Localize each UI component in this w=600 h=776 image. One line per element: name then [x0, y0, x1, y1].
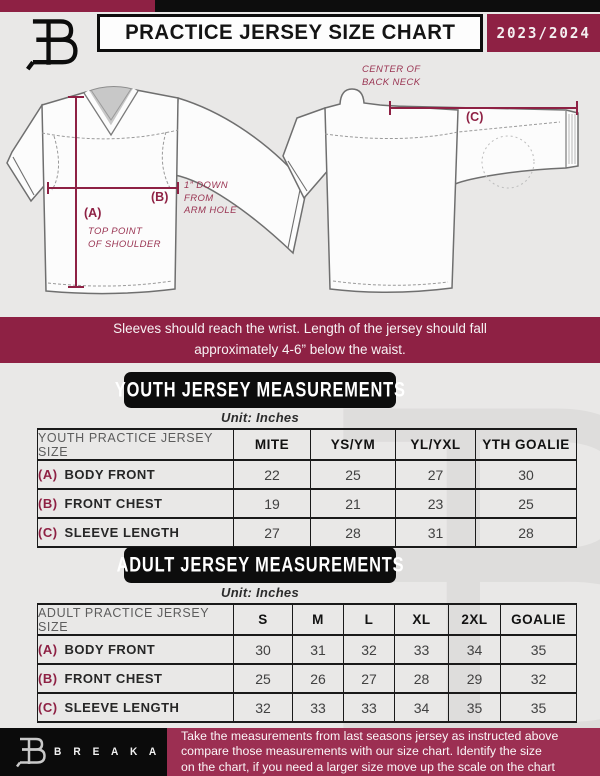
cell-value: 23 — [395, 488, 476, 519]
col-m: M — [292, 603, 344, 636]
table-row: (A) BODY FRONT 30 31 32 33 34 35 — [37, 634, 577, 665]
cell-value: 33 — [292, 692, 344, 723]
adult-table-header-row: ADULT PRACTICE JERSEY SIZE S M L XL 2XL … — [37, 603, 577, 636]
cell-value: 35 — [448, 692, 501, 723]
col-mite: MITE — [233, 428, 311, 461]
cell-value: 27 — [233, 517, 311, 548]
top-strip-accent — [0, 0, 155, 12]
cell-value: 22 — [233, 459, 311, 490]
cell-value: 21 — [310, 488, 396, 519]
measure-b-label: (B) — [151, 190, 169, 204]
adult-section-title: ADULT JERSEY MEASUREMENTS — [116, 547, 403, 583]
col-2xl: 2XL — [448, 603, 501, 636]
table-row: (A) BODY FRONT 22 25 27 30 — [37, 459, 577, 490]
cell-value: 25 — [310, 459, 396, 490]
cell-value: 35 — [500, 692, 577, 723]
row-label: FRONT CHEST — [64, 496, 163, 511]
shoulder-point-note: TOP POINT OF SHOULDER — [88, 226, 161, 250]
cell-value: 31 — [395, 517, 476, 548]
cell-value: 32 — [343, 634, 395, 665]
youth-section-title: YOUTH JERSEY MEASUREMENTS — [115, 372, 405, 408]
col-goalie: GOALIE — [500, 603, 577, 636]
back-jersey-diagram — [282, 88, 579, 293]
youth-size-table: YOUTH PRACTICE JERSEY SIZE MITE YS/YM YL… — [37, 428, 577, 548]
table-row: (B) FRONT CHEST 19 21 23 25 — [37, 488, 577, 519]
cell-value: 32 — [500, 663, 577, 694]
row-label: SLEEVE LENGTH — [64, 525, 180, 540]
adult-table-title: ADULT PRACTICE JERSEY SIZE — [37, 603, 234, 636]
col-l: L — [343, 603, 395, 636]
cell-value: 26 — [292, 663, 344, 694]
row-key: (C) — [38, 525, 58, 540]
cell-value: 19 — [233, 488, 311, 519]
col-s: S — [233, 603, 293, 636]
cell-value: 25 — [233, 663, 293, 694]
notice-banner: Sleeves should reach the wrist. Length o… — [0, 317, 600, 363]
youth-table-title: YOUTH PRACTICE JERSEY SIZE — [37, 428, 234, 461]
season-label: 2023/2024 — [496, 24, 591, 42]
page-title-box: PRACTICE JERSEY SIZE CHART — [97, 14, 483, 52]
cell-value: 25 — [475, 488, 577, 519]
measure-c-label: (C) — [466, 110, 484, 124]
season-badge: 2023/2024 — [487, 14, 600, 52]
jersey-diagrams — [6, 86, 579, 295]
footer-instructions: Take the measurements from last seasons … — [167, 728, 600, 776]
row-label: SLEEVE LENGTH — [64, 700, 180, 715]
col-ysym: YS/YM — [310, 428, 396, 461]
cell-value: 29 — [448, 663, 501, 694]
row-key: (B) — [38, 671, 58, 686]
measurement-lines — [47, 96, 578, 288]
cell-value: 31 — [292, 634, 344, 665]
table-row: (C) SLEEVE LENGTH 32 33 33 34 35 35 — [37, 692, 577, 723]
cell-value: 34 — [448, 634, 501, 665]
row-label: BODY FRONT — [64, 467, 156, 482]
col-ylyxl: YL/YXL — [395, 428, 476, 461]
page-title: PRACTICE JERSEY SIZE CHART — [124, 21, 456, 44]
footer-brand-block: B R E A K A W A Y — [0, 728, 215, 776]
row-label: FRONT CHEST — [64, 671, 163, 686]
row-key: (A) — [38, 467, 58, 482]
arm-hole-note: 1” DOWN FROM ARM HOLE — [184, 180, 237, 217]
table-row: (C) SLEEVE LENGTH 27 28 31 28 — [37, 517, 577, 548]
cell-value: 28 — [394, 663, 449, 694]
cell-value: 35 — [500, 634, 577, 665]
adult-title-text: ADULT JERSEY MEASUREMENTS — [116, 552, 404, 577]
adult-size-table: ADULT PRACTICE JERSEY SIZE S M L XL 2XL … — [37, 603, 577, 723]
measure-a-label: (A) — [84, 206, 102, 220]
cell-value: 32 — [233, 692, 293, 723]
cell-value: 28 — [475, 517, 577, 548]
cell-value: 27 — [343, 663, 395, 694]
youth-unit-label: Unit: Inches — [221, 410, 299, 425]
cell-value: 33 — [343, 692, 395, 723]
youth-table-header-row: YOUTH PRACTICE JERSEY SIZE MITE YS/YM YL… — [37, 428, 577, 461]
row-key: (A) — [38, 642, 58, 657]
col-xl: XL — [394, 603, 449, 636]
center-back-neck-note: CENTER OF BACK NECK — [362, 64, 421, 88]
row-label: BODY FRONT — [64, 642, 156, 657]
cell-value: 34 — [394, 692, 449, 723]
row-key: (B) — [38, 496, 58, 511]
adult-unit-label: Unit: Inches — [221, 585, 299, 600]
youth-title-text: YOUTH JERSEY MEASUREMENTS — [114, 377, 406, 402]
col-yth-goalie: YTH GOALIE — [475, 428, 577, 461]
brand-logo-icon — [16, 734, 46, 770]
cell-value: 27 — [395, 459, 476, 490]
cell-value: 33 — [394, 634, 449, 665]
cell-value: 30 — [475, 459, 577, 490]
row-key: (C) — [38, 700, 58, 715]
cell-value: 30 — [233, 634, 293, 665]
table-row: (B) FRONT CHEST 25 26 27 28 29 32 — [37, 663, 577, 694]
cell-value: 28 — [310, 517, 396, 548]
